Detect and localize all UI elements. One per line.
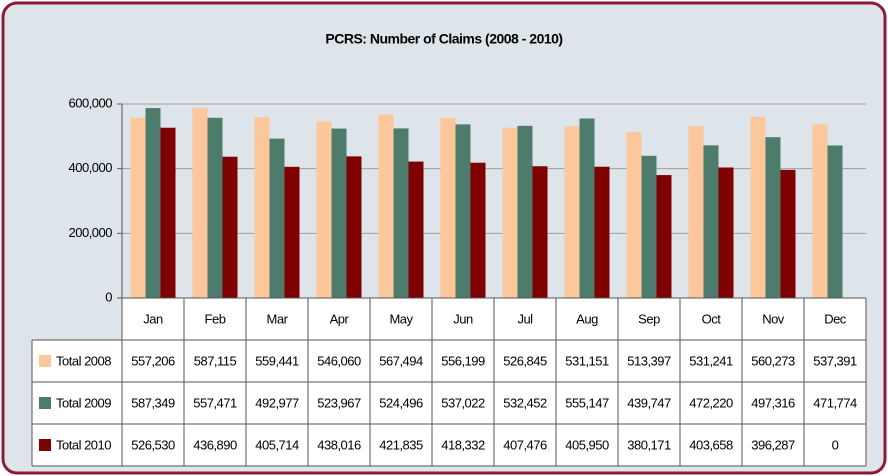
bar: [656, 175, 672, 298]
bar: [378, 114, 394, 298]
data-label: 492,977: [255, 395, 299, 410]
bar: [579, 118, 595, 298]
data-label: 0: [832, 437, 839, 452]
data-label: 421,835: [379, 437, 423, 452]
bar: [192, 108, 208, 298]
data-label: 513,397: [627, 353, 671, 368]
x-tick-label: Dec: [824, 311, 847, 326]
data-label: 403,658: [689, 437, 733, 452]
bar: [145, 108, 161, 299]
data-label: 497,316: [751, 395, 795, 410]
data-label: 537,391: [813, 353, 857, 368]
data-label: 537,022: [441, 395, 485, 410]
bar: [718, 167, 734, 298]
data-label: 526,845: [503, 353, 547, 368]
bar: [564, 126, 580, 299]
table-body: [32, 340, 866, 466]
data-label: 407,476: [503, 437, 547, 452]
x-tick-label: Feb: [205, 311, 226, 326]
bar: [703, 145, 719, 298]
bar: [765, 137, 781, 298]
bar: [470, 162, 486, 298]
legend-swatch: [39, 355, 51, 367]
data-label: 567,494: [379, 353, 423, 368]
legend-swatch: [39, 397, 51, 409]
x-tick-label: May: [389, 311, 413, 326]
data-label: 531,241: [689, 353, 733, 368]
bar: [160, 127, 176, 298]
x-tick-label: Jul: [517, 311, 533, 326]
data-label: 405,714: [255, 437, 299, 452]
bar: [269, 138, 285, 298]
data-label: 556,199: [441, 353, 485, 368]
bar: [284, 166, 300, 298]
data-label: 546,060: [317, 353, 361, 368]
data-label: 526,530: [131, 437, 175, 452]
bar: [750, 116, 766, 298]
data-label: 418,332: [441, 437, 485, 452]
y-tick-label: 200,000: [69, 225, 113, 240]
data-label: 557,471: [193, 395, 237, 410]
bar: [517, 125, 533, 299]
bar: [408, 161, 424, 298]
x-tick-label: Jun: [453, 311, 473, 326]
data-label: 560,273: [751, 353, 795, 368]
data-label: 438,016: [317, 437, 361, 452]
x-tick-label: Sep: [638, 311, 660, 326]
data-label: 396,287: [751, 437, 795, 452]
bar: [222, 156, 238, 298]
data-label: 471,774: [813, 395, 857, 410]
data-label: 436,890: [193, 437, 237, 452]
bar: [688, 126, 704, 298]
bar: [502, 127, 518, 299]
data-label: 523,967: [317, 395, 361, 410]
y-tick-label: 0: [105, 289, 112, 304]
bar: [393, 128, 409, 298]
x-tick-label: Aug: [576, 311, 598, 326]
bar: [207, 117, 223, 299]
x-tick-label: Nov: [762, 311, 785, 326]
x-tick-label: Apr: [330, 311, 350, 326]
legend-label: Total 2009: [56, 395, 111, 410]
data-label: 524,496: [379, 395, 423, 410]
x-tick-label: Mar: [267, 311, 289, 326]
bar: [316, 121, 332, 298]
bar: [827, 145, 843, 298]
bar: [780, 169, 796, 298]
x-tick-label: Jan: [143, 311, 163, 326]
bar: [346, 156, 362, 298]
bar: [130, 117, 146, 298]
bar: [440, 118, 456, 298]
data-label: 380,171: [627, 437, 671, 452]
data-label: 439,747: [627, 395, 671, 410]
bar: [594, 166, 610, 298]
y-tick-label: 400,000: [69, 160, 113, 175]
data-label: 532,452: [503, 395, 547, 410]
data-label: 559,441: [255, 353, 299, 368]
bar: [812, 124, 828, 298]
data-label: 557,206: [131, 353, 175, 368]
chart-title: PCRS: Number of Claims (2008 - 2010): [325, 31, 562, 47]
bar: [626, 132, 642, 298]
data-label: 587,349: [131, 395, 175, 410]
bar: [455, 124, 471, 298]
legend-label: Total 2008: [56, 353, 111, 368]
legend-label: Total 2010: [56, 437, 111, 452]
data-label: 587,115: [194, 353, 237, 368]
bar: [331, 128, 347, 298]
legend-swatch: [39, 439, 51, 451]
bar: [641, 155, 657, 298]
bar: [532, 166, 548, 298]
data-label: 472,220: [689, 395, 733, 410]
x-tick-label: Oct: [702, 311, 722, 326]
data-label: 555,147: [565, 395, 609, 410]
y-tick-label: 600,000: [69, 95, 113, 110]
data-label: 405,950: [565, 437, 609, 452]
data-label: 531,151: [565, 353, 609, 368]
bar: [254, 117, 270, 298]
